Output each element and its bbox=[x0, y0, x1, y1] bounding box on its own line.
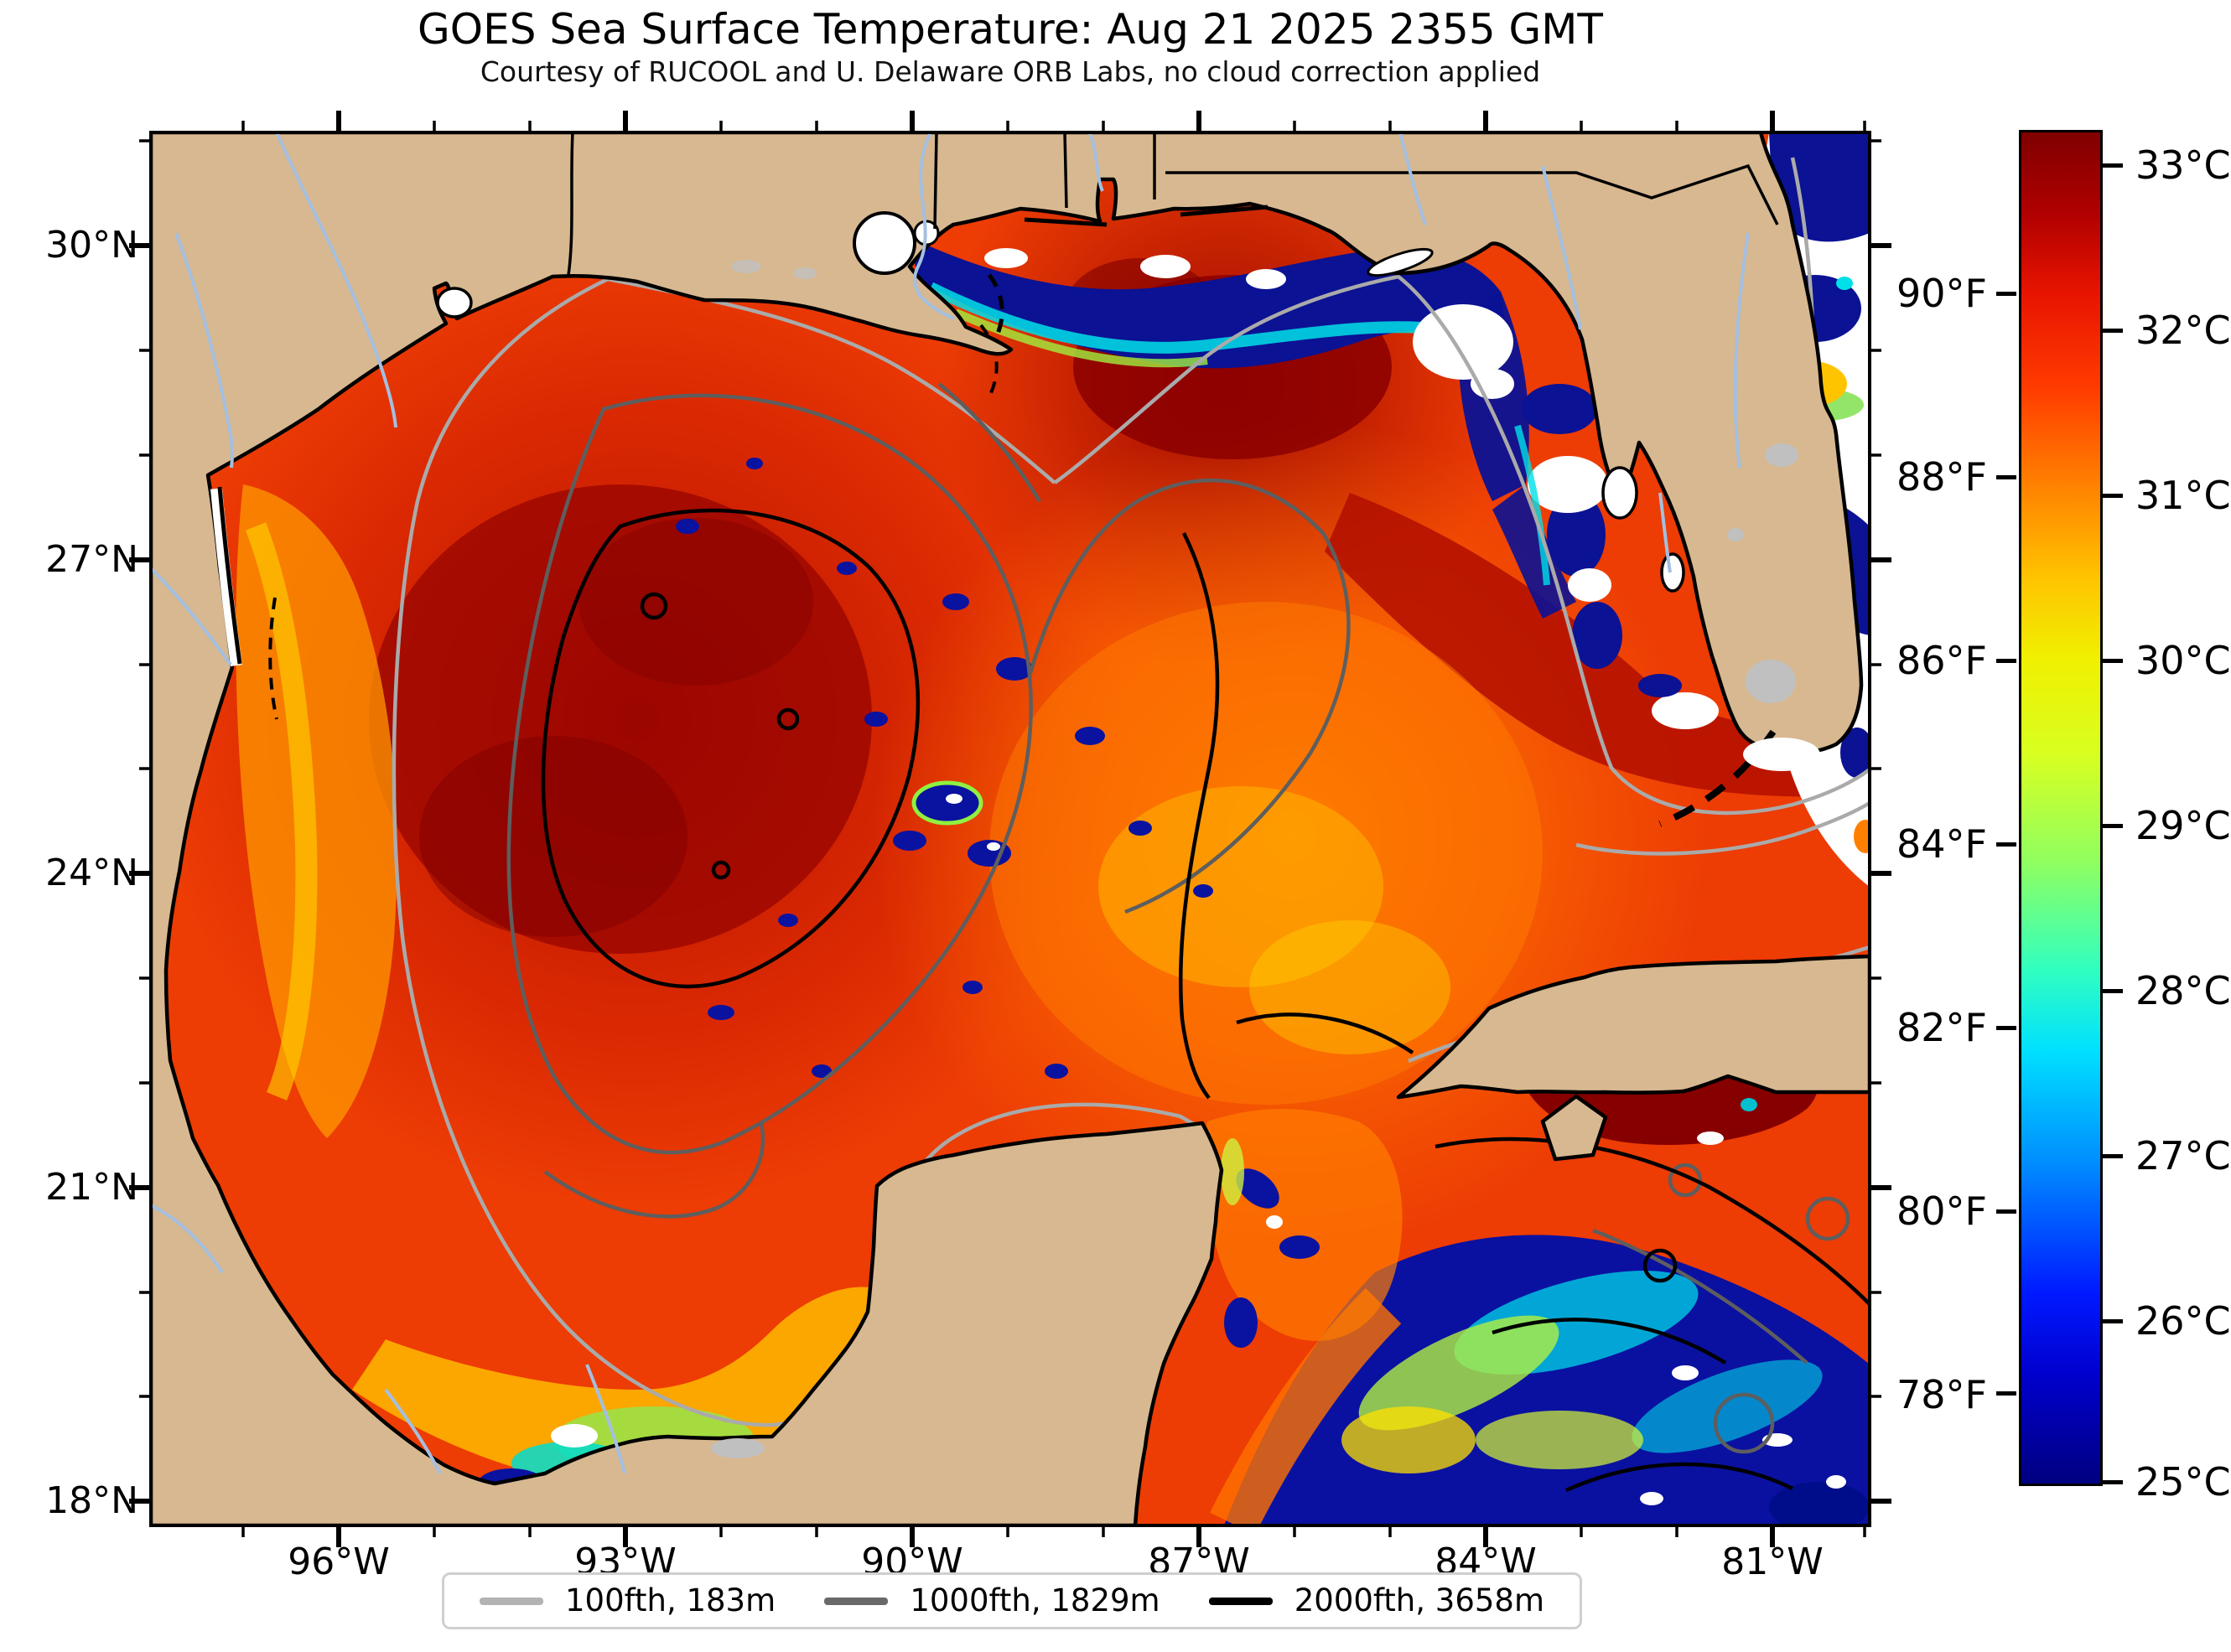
sst-map bbox=[129, 111, 1891, 1547]
colorbar-label-86f: 86°F bbox=[1896, 638, 1987, 683]
legend-label-2000fth: 2000fth, 3658m bbox=[1294, 1582, 1544, 1618]
land-layer bbox=[151, 132, 1870, 1525]
page-subtitle: Courtesy of RUCOOL and U. Delaware ORB L… bbox=[480, 55, 1541, 88]
legend-swatch-2000fth bbox=[1208, 1597, 1273, 1605]
lat-tick-label-27n: 27°N bbox=[45, 538, 138, 581]
page-title: GOES Sea Surface Temperature: Aug 21 202… bbox=[418, 5, 1603, 54]
legend-swatch-1000fth bbox=[824, 1597, 889, 1605]
colorbar-label-32c: 32°C bbox=[2135, 308, 2231, 353]
colorbar-tick-80f bbox=[1996, 1209, 2016, 1214]
lakes bbox=[711, 260, 1798, 1458]
rivers bbox=[151, 132, 1750, 1474]
lat-tick-label-18n: 18°N bbox=[45, 1479, 138, 1522]
colorbar-label-31c: 31°C bbox=[2135, 473, 2231, 518]
colorbar-tick-29c bbox=[2103, 824, 2123, 828]
legend-item-100fth: 100fth, 183m bbox=[480, 1582, 776, 1619]
colorbar-tick-86f bbox=[1996, 659, 2016, 663]
colorbar-label-29c: 29°C bbox=[2135, 803, 2231, 848]
lat-tick-label-21n: 21°N bbox=[45, 1166, 138, 1209]
colorbar-label-84f: 84°F bbox=[1896, 821, 1987, 867]
lake-pontchartrain bbox=[853, 211, 916, 275]
legend-item-2000fth: 2000fth, 3658m bbox=[1208, 1582, 1544, 1619]
lon-tick-label-81w: 81°W bbox=[1721, 1541, 1824, 1583]
map-frame bbox=[129, 111, 1891, 1547]
legend-item-1000fth: 1000fth, 1829m bbox=[824, 1582, 1160, 1619]
cuba-coastline bbox=[1396, 954, 1870, 1100]
colorbar-tick-28c bbox=[2103, 989, 2123, 993]
colorbar-label-78f: 78°F bbox=[1896, 1372, 1987, 1417]
isla-juventud-coastline bbox=[1540, 1094, 1608, 1162]
colorbar-tick-26c bbox=[2103, 1319, 2123, 1323]
depth-contour-legend: 100fth, 183m 1000fth, 1829m 2000fth, 365… bbox=[442, 1572, 1582, 1629]
colorbar-tick-82f bbox=[1996, 1026, 2016, 1030]
colorbar-tick-84f bbox=[1996, 842, 2016, 847]
legend-swatch-100fth bbox=[480, 1597, 543, 1605]
colorbar-tick-30c bbox=[2103, 659, 2123, 663]
colorbar-tick-33c bbox=[2103, 163, 2123, 168]
tampa-bay bbox=[1601, 466, 1638, 520]
colorbar-tick-25c bbox=[2103, 1480, 2123, 1484]
florida-bay bbox=[1743, 738, 1820, 771]
sst-field-layer bbox=[151, 132, 1870, 1525]
colorbar-label-26c: 26°C bbox=[2135, 1298, 2231, 1344]
colorbar-tick-31c bbox=[2103, 494, 2123, 498]
colorbar-label-28c: 28°C bbox=[2135, 968, 2231, 1013]
colorbar-tick-27c bbox=[2103, 1154, 2123, 1158]
legend-label-1000fth: 1000fth, 1829m bbox=[910, 1582, 1160, 1618]
colorbar-label-90f: 90°F bbox=[1896, 271, 1987, 316]
temperature-colorbar bbox=[2019, 130, 2103, 1486]
colorbar-label-30c: 30°C bbox=[2135, 638, 2231, 683]
colorbar-label-33c: 33°C bbox=[2135, 142, 2231, 188]
mainland-coastline bbox=[151, 132, 1864, 1525]
colorbar-label-82f: 82°F bbox=[1896, 1005, 1987, 1050]
colorbar-label-80f: 80°F bbox=[1896, 1189, 1987, 1234]
colorbar-tick-32c bbox=[2103, 329, 2123, 333]
apalachicola-lagoon bbox=[1367, 247, 1434, 277]
lat-tick-label-30n: 30°N bbox=[45, 224, 138, 267]
colorbar-tick-90f bbox=[1996, 292, 2016, 296]
bathymetry-2000fathom-contour bbox=[268, 324, 1870, 1525]
lake-okeechobee bbox=[1746, 660, 1796, 703]
legend-label-100fth: 100fth, 183m bbox=[565, 1582, 776, 1618]
colorbar-tick-78f bbox=[1996, 1391, 2016, 1396]
lat-tick-label-24n: 24°N bbox=[45, 852, 138, 894]
lon-tick-label-96w: 96°W bbox=[288, 1541, 390, 1583]
colorbar-tick-88f bbox=[1996, 475, 2016, 479]
colorbar-label-25c: 25°C bbox=[2135, 1459, 2231, 1504]
galveston-bay bbox=[436, 287, 473, 318]
charlotte-harbor bbox=[1660, 552, 1685, 593]
state-borders bbox=[567, 132, 1779, 276]
colorbar-label-27c: 27°C bbox=[2135, 1133, 2231, 1178]
colorbar-label-88f: 88°F bbox=[1896, 454, 1987, 500]
